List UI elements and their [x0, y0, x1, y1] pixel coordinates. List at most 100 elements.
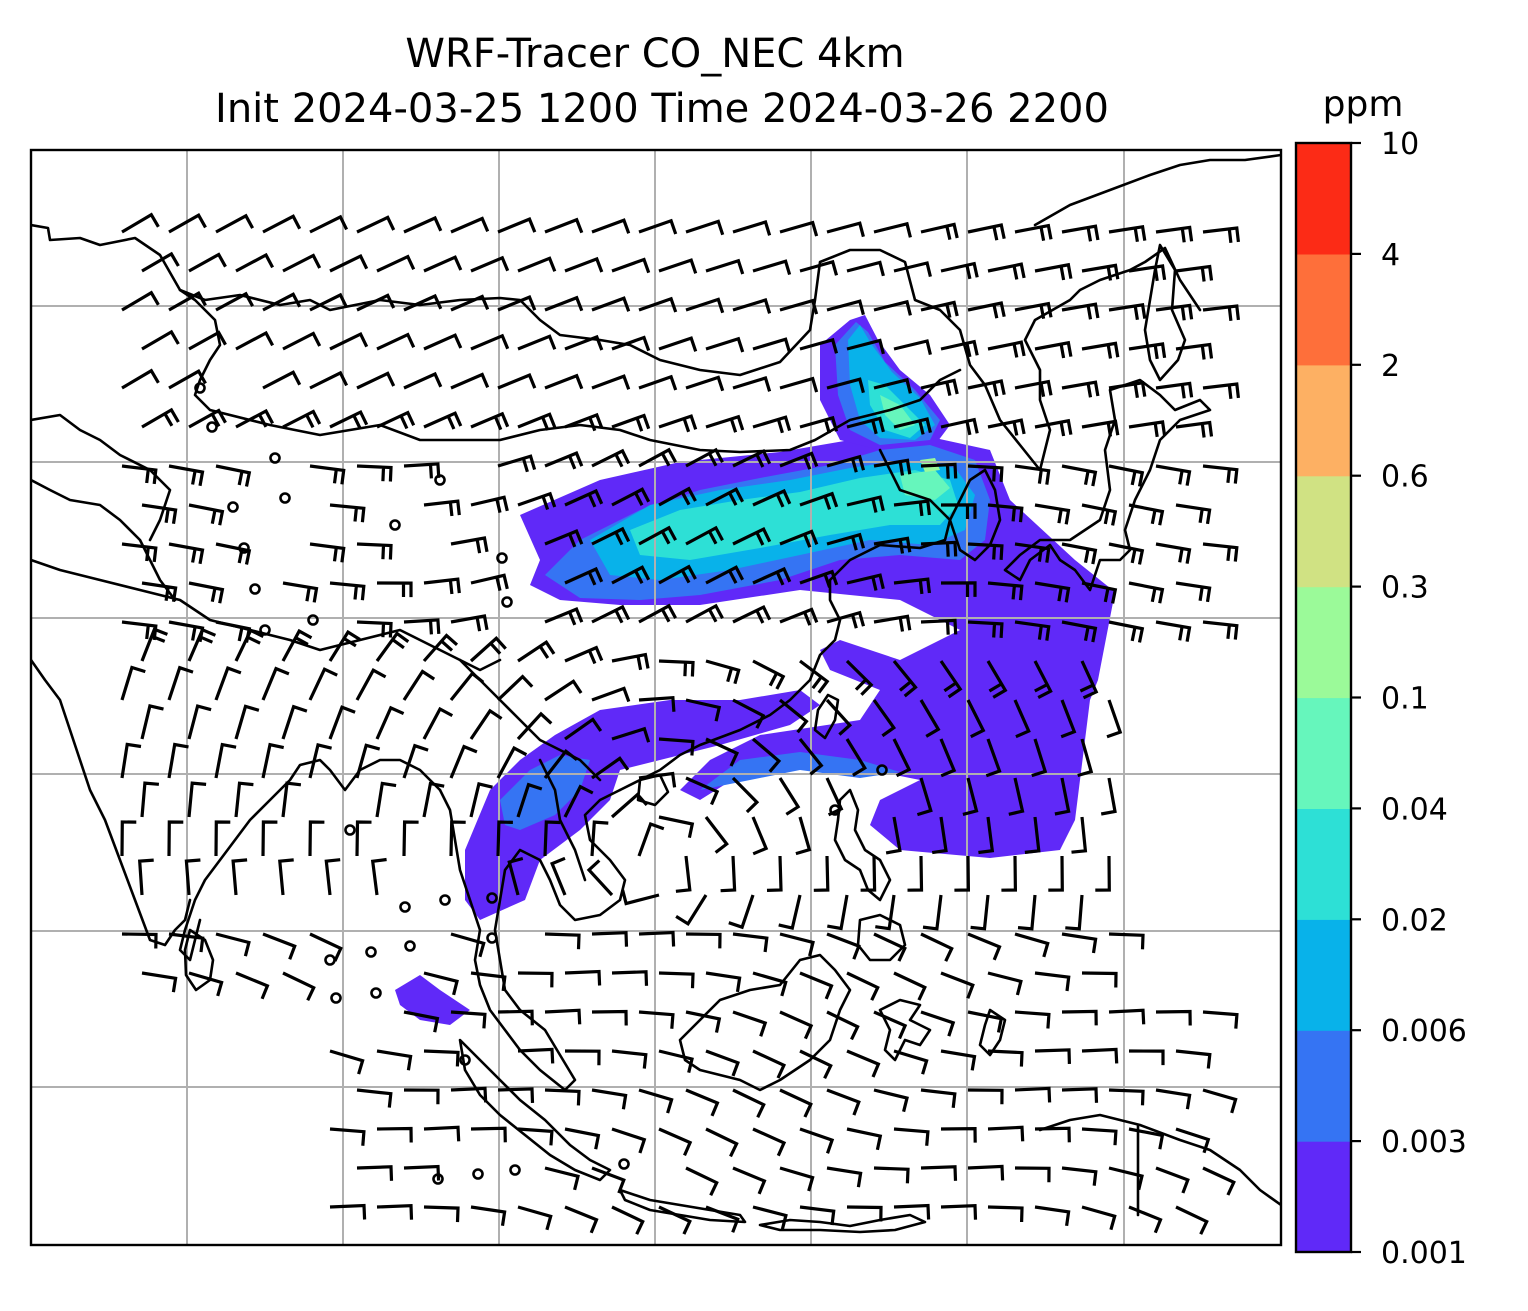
- wind-barb: [402, 820, 419, 857]
- wind-barb: [1155, 542, 1192, 564]
- colorbar-swatch: [1296, 143, 1351, 255]
- wind-barb: [234, 781, 254, 818]
- wind-barb: [873, 536, 912, 554]
- wind-barb: [188, 330, 227, 351]
- colorbar-swatch: [1296, 697, 1351, 809]
- wind-barb: [356, 1165, 394, 1181]
- wind-barb: [658, 564, 697, 585]
- wind-barb: [1202, 1166, 1236, 1196]
- wind-barb: [685, 1010, 722, 1033]
- wind-barb: [168, 464, 205, 487]
- wind-barb: [813, 855, 830, 892]
- wind-barb: [281, 704, 308, 740]
- wind-barb: [872, 699, 897, 738]
- wind-barb: [517, 256, 557, 273]
- himalaya-border: [31, 558, 502, 672]
- wind-barb: [779, 298, 819, 315]
- wind-barb: [1175, 1127, 1211, 1154]
- wind-barb: [423, 971, 459, 996]
- wind-barb: [309, 932, 343, 962]
- wind-barb: [893, 339, 932, 355]
- wind-barb: [544, 679, 583, 702]
- calm-wind-circle: [269, 452, 281, 464]
- calm-wind-circle: [496, 552, 508, 564]
- colorbar-tick-label: 0.001: [1381, 1236, 1467, 1271]
- sakhalin: [1143, 243, 1187, 382]
- wind-barb: [167, 820, 184, 857]
- wind-barb: [799, 259, 839, 276]
- wind-barb: [449, 744, 478, 779]
- wind-barb: [121, 542, 158, 563]
- wind-barb: [685, 375, 725, 392]
- wind-barb: [1033, 660, 1053, 700]
- wind-barb: [450, 614, 489, 632]
- colorbar-ticks: 0.001 0.003 0.006 0.02 0.04 0.1 0.3 0.6 2 4 10: [1351, 127, 1467, 1271]
- wind-barb: [987, 1125, 1025, 1142]
- wind-barb: [779, 220, 819, 237]
- wind-barb: [685, 447, 724, 468]
- wind-barb: [611, 1049, 648, 1069]
- wind-barb: [231, 858, 248, 896]
- wind-barb: [704, 816, 729, 854]
- wind-barb: [1175, 1049, 1212, 1069]
- wind-barb: [1034, 1048, 1071, 1064]
- wind-barb: [799, 491, 839, 510]
- wind-barb: [564, 1205, 599, 1234]
- plume-band-004: [900, 470, 950, 500]
- wind-barb: [939, 660, 963, 699]
- wind-barb: [187, 704, 212, 740]
- wind-barb: [1108, 464, 1145, 487]
- wind-barb: [235, 330, 275, 351]
- wind-barb: [611, 565, 651, 585]
- wind-barb: [121, 290, 160, 312]
- wind-barb: [1100, 777, 1117, 816]
- wind-barb: [376, 254, 416, 273]
- wind-barb: [1024, 816, 1041, 854]
- wind-barb: [1175, 1205, 1209, 1235]
- wind-barb: [497, 1009, 534, 1026]
- wind-barb: [450, 216, 490, 234]
- colorbar-tick-label: 0.003: [1381, 1125, 1467, 1160]
- wind-barb: [1081, 419, 1120, 437]
- wind-barb: [517, 491, 557, 511]
- wind-barb: [449, 671, 485, 702]
- wind-barb: [356, 464, 393, 482]
- wind-barb: [1202, 464, 1239, 484]
- wind-barbs: [120, 212, 1240, 1235]
- wind-barb: [658, 1127, 693, 1157]
- wind-barb: [497, 373, 537, 390]
- wind-barb: [826, 1166, 863, 1188]
- wind-barb: [282, 253, 322, 273]
- wind-barb: [214, 820, 231, 857]
- wind-barb: [328, 629, 361, 662]
- wind-barb: [1128, 420, 1167, 438]
- wind-barb: [1034, 340, 1073, 359]
- wind-barb: [450, 1086, 488, 1103]
- colorbar-frame: [1294, 141, 1353, 1254]
- wind-barb: [141, 407, 180, 429]
- wind-barb: [140, 627, 168, 662]
- wind-barb: [638, 1010, 675, 1029]
- wind-barb: [970, 894, 990, 931]
- wind-barb: [920, 1088, 957, 1108]
- wind-barb: [611, 257, 651, 274]
- wind-barb: [962, 777, 979, 816]
- calm-wind-circle: [389, 519, 401, 531]
- wind-barb: [1175, 264, 1214, 282]
- wind-barb: [591, 526, 631, 546]
- laos-vietnam-border: [538, 758, 587, 882]
- wind-barb: [188, 503, 225, 526]
- wind-barb: [282, 971, 316, 1001]
- wind-barb: [261, 820, 278, 857]
- wind-barb: [893, 417, 932, 435]
- wind-barb: [1077, 738, 1094, 778]
- wind-barb: [778, 894, 802, 931]
- wind-barb: [168, 369, 207, 390]
- wind-barb: [1202, 542, 1239, 562]
- wind-barb: [920, 300, 959, 318]
- wind-barb: [1155, 620, 1192, 642]
- wind-barb: [1061, 1087, 1099, 1103]
- wind-barb: [752, 1127, 787, 1157]
- wind-barb: [1079, 660, 1099, 700]
- wind-barb: [544, 451, 584, 470]
